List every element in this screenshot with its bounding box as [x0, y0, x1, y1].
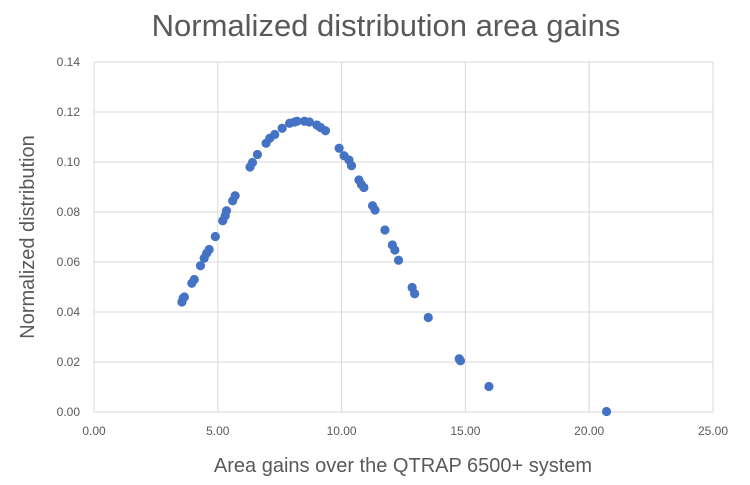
y-tick-label: 0.02 — [57, 355, 81, 369]
data-point — [210, 231, 220, 242]
data-point — [195, 261, 206, 271]
y-tick-labels: 0.00 0.02 0.04 0.06 0.08 0.10 0.12 0.14 — [57, 55, 81, 419]
y-tick-label: 0.10 — [57, 155, 81, 169]
data-point — [393, 255, 404, 265]
data-point — [179, 292, 189, 302]
data-point — [484, 381, 494, 392]
y-tick-label: 0.00 — [57, 405, 81, 419]
data-point — [252, 149, 263, 160]
chart-title: Normalized distribution area gains — [152, 8, 621, 43]
data-point — [277, 123, 287, 133]
data-point — [370, 205, 380, 215]
x-axis-title: Area gains over the QTRAP 6500+ system — [214, 455, 592, 477]
y-gridlines — [94, 61, 713, 413]
x-tick-label: 0.00 — [82, 424, 106, 438]
y-tick-label: 0.08 — [57, 205, 81, 219]
x-tick-label: 20.00 — [574, 424, 604, 438]
x-tick-labels: 0.00 5.00 10.00 15.00 20.00 25.00 — [82, 424, 728, 438]
y-tick-label: 0.14 — [57, 55, 81, 69]
x-tick-label: 15.00 — [450, 424, 480, 438]
data-point — [230, 191, 240, 201]
x-tick-label: 5.00 — [206, 424, 230, 438]
data-point — [189, 274, 199, 285]
data-point — [304, 117, 315, 127]
data-point — [204, 244, 214, 255]
data-point — [410, 289, 420, 299]
data-point — [390, 245, 400, 255]
data-point — [601, 406, 612, 417]
data-point — [270, 129, 280, 140]
data-point — [320, 126, 331, 136]
x-gridlines — [93, 62, 714, 412]
data-point — [359, 182, 369, 193]
data-point — [423, 312, 433, 323]
y-tick-label: 0.12 — [57, 105, 81, 119]
data-point — [247, 157, 258, 168]
data-point — [346, 161, 357, 171]
y-tick-label: 0.06 — [57, 255, 81, 269]
data-points — [177, 116, 612, 417]
data-point — [380, 225, 390, 235]
y-axis-title: Normalized distribution — [17, 135, 39, 338]
x-tick-label: 10.00 — [327, 424, 357, 438]
data-point — [455, 356, 466, 366]
data-point — [292, 116, 302, 126]
data-point — [334, 143, 344, 153]
data-point — [221, 206, 232, 216]
x-tick-label: 25.00 — [698, 424, 728, 438]
y-tick-label: 0.04 — [57, 305, 81, 319]
